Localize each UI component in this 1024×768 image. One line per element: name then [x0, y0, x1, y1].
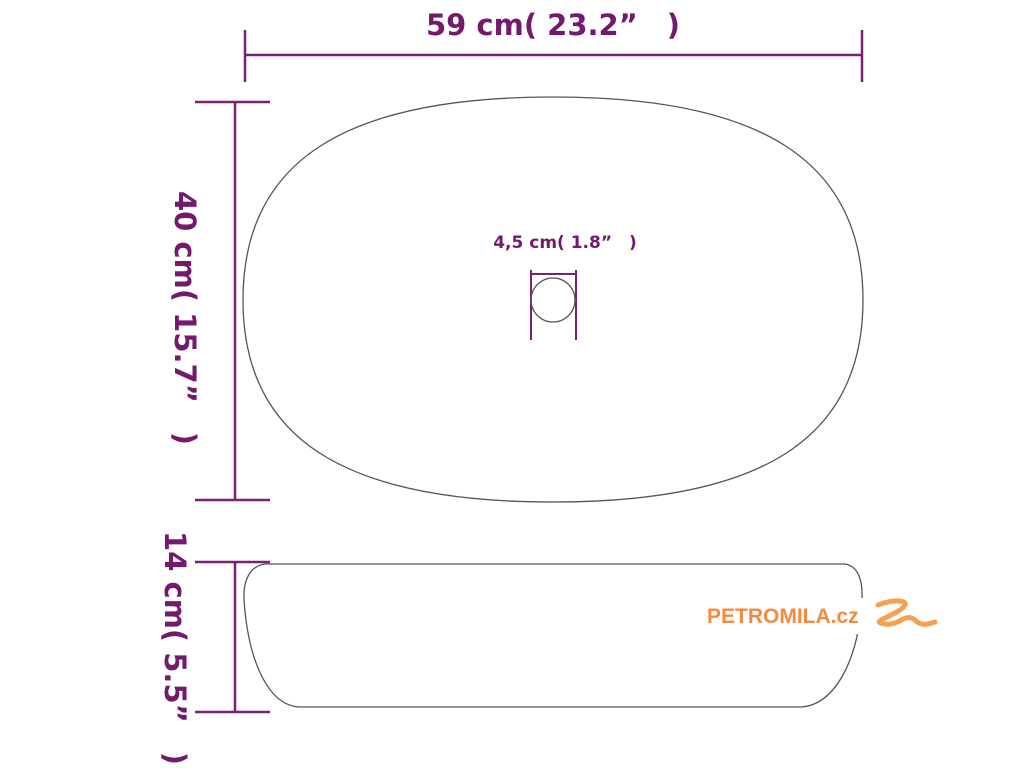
basin-side-view	[243, 563, 863, 708]
height-label: 14 cm( 5.5” )	[158, 531, 192, 765]
height-dimension	[195, 560, 270, 714]
width-label: 59 cm( 23.2” )	[426, 8, 680, 42]
logo-text: PETROMILA.cz	[707, 605, 859, 628]
depth-dimension	[195, 100, 270, 502]
drain-label: 4,5 cm( 1.8” )	[493, 233, 637, 253]
drain-hole	[530, 277, 576, 323]
logo-swoosh-icon	[875, 598, 938, 627]
drain-dimension	[530, 270, 577, 340]
basin-top-view	[242, 96, 864, 503]
width-dimension	[243, 30, 864, 82]
depth-label: 40 cm( 15.7” )	[168, 191, 202, 445]
